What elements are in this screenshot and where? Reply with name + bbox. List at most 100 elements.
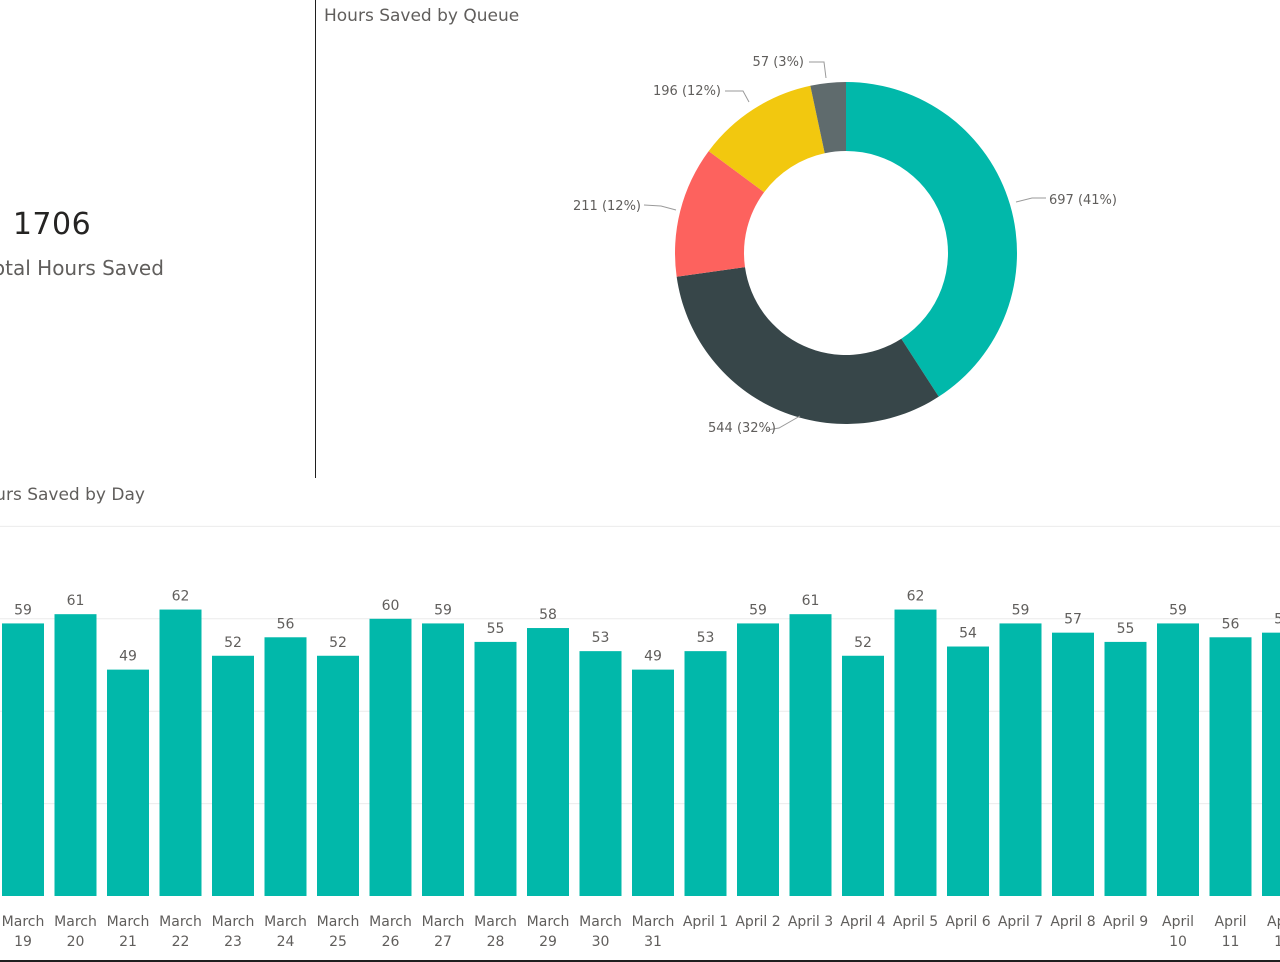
x-tick-label: March xyxy=(107,914,150,930)
x-tick-label: 26 xyxy=(382,934,400,950)
donut-data-label: 57 (3%) xyxy=(753,55,804,70)
bar-data-label: 61 xyxy=(802,593,820,609)
donut-slice[interactable] xyxy=(810,82,846,154)
bar-data-label: 61 xyxy=(67,593,85,609)
x-tick-label: April xyxy=(1162,914,1194,930)
x-tick-label: April 5 xyxy=(893,914,938,930)
bar[interactable] xyxy=(842,655,884,896)
bar-data-label: 53 xyxy=(592,630,610,646)
donut-slice[interactable] xyxy=(846,82,1017,397)
x-tick-label: 24 xyxy=(277,934,295,950)
bar-data-label: 59 xyxy=(434,602,452,618)
x-tick-label: 12 xyxy=(1274,934,1280,950)
bar-chart-title: Hours Saved by Day xyxy=(0,485,145,505)
bar[interactable] xyxy=(1104,641,1147,896)
x-tick-label: March xyxy=(579,914,622,930)
bar[interactable] xyxy=(632,669,674,896)
bar-data-label: 55 xyxy=(1117,621,1135,637)
bar-data-label: 57 xyxy=(1274,612,1280,628)
bar-data-label: 62 xyxy=(907,589,925,605)
bar-data-label: 53 xyxy=(697,630,715,646)
x-tick-label: April 1 xyxy=(683,914,728,930)
bar-data-label: 56 xyxy=(1222,616,1240,632)
x-tick-label: April 8 xyxy=(1050,914,1095,930)
x-tick-label: March xyxy=(317,914,360,930)
x-tick-label: 11 xyxy=(1222,934,1240,950)
bar[interactable] xyxy=(1262,632,1280,896)
bar[interactable] xyxy=(1209,637,1252,896)
x-tick-label: 19 xyxy=(14,934,32,950)
donut-data-label: 196 (12%) xyxy=(653,84,721,99)
bar[interactable] xyxy=(474,641,517,896)
bar[interactable] xyxy=(947,646,989,896)
x-tick-label: 22 xyxy=(172,934,190,950)
x-tick-label: April 9 xyxy=(1103,914,1148,930)
bar-data-label: 57 xyxy=(1064,612,1082,628)
bar[interactable] xyxy=(1157,623,1199,896)
bar-data-label: 59 xyxy=(1169,602,1187,618)
x-tick-label: March xyxy=(2,914,45,930)
bar-data-label: 52 xyxy=(854,635,872,651)
donut-leader-line xyxy=(725,90,750,103)
bar-data-label: 55 xyxy=(487,621,505,637)
bar[interactable] xyxy=(54,614,97,896)
bar-data-label: 62 xyxy=(172,589,190,605)
x-tick-label: 25 xyxy=(329,934,347,950)
donut-data-label: 697 (41%) xyxy=(1049,193,1117,208)
x-tick-label: 31 xyxy=(644,934,662,950)
bar[interactable] xyxy=(159,609,202,896)
kpi-label: Total Hours Saved xyxy=(0,256,164,280)
bar[interactable] xyxy=(527,628,569,896)
bar-chart-visual[interactable]: 60March1859March1961March2049March2162Ma… xyxy=(0,478,1280,962)
x-tick-label: 28 xyxy=(487,934,505,950)
bar[interactable] xyxy=(264,637,307,896)
bar-chart: 60March1859March1961March2049March2162Ma… xyxy=(0,525,1280,950)
donut-slice[interactable] xyxy=(675,151,765,277)
bar-data-label: 49 xyxy=(119,649,137,665)
donut-slice[interactable] xyxy=(708,85,825,193)
x-tick-label: March xyxy=(159,914,202,930)
donut-data-label: 544 (32%) xyxy=(708,421,776,436)
bar[interactable] xyxy=(579,651,622,896)
bar[interactable] xyxy=(317,655,359,896)
x-tick-label: April 2 xyxy=(735,914,780,930)
x-tick-label: March xyxy=(474,914,517,930)
bar-data-label: 54 xyxy=(959,626,977,642)
bar[interactable] xyxy=(894,609,937,896)
bar-data-label: 58 xyxy=(539,607,557,623)
bar[interactable] xyxy=(107,669,149,896)
x-tick-label: 10 xyxy=(1169,934,1187,950)
donut-chart-title: Hours Saved by Queue xyxy=(324,6,520,26)
bar[interactable] xyxy=(2,623,44,896)
bar-data-label: 52 xyxy=(329,635,347,651)
bar[interactable] xyxy=(684,651,727,896)
bar[interactable] xyxy=(369,618,412,896)
donut-chart-visual[interactable]: Hours Saved by Queue 697 (41%) 544 (32%) 2… xyxy=(316,0,1280,480)
x-tick-label: March xyxy=(212,914,255,930)
donut-slice[interactable] xyxy=(676,267,939,424)
x-tick-label: March xyxy=(632,914,675,930)
bar[interactable] xyxy=(422,623,464,896)
kpi-card[interactable]: 1706 Total Hours Saved xyxy=(0,0,317,480)
bar[interactable] xyxy=(789,614,832,896)
x-tick-label: April xyxy=(1267,914,1280,930)
bar[interactable] xyxy=(737,623,779,896)
x-tick-label: 20 xyxy=(67,934,85,950)
x-tick-label: March xyxy=(264,914,307,930)
bar[interactable] xyxy=(1052,632,1094,896)
donut-leader-line xyxy=(1015,197,1046,203)
x-tick-label: March xyxy=(369,914,412,930)
bar-data-label: 59 xyxy=(1012,602,1030,618)
x-tick-label: March xyxy=(527,914,570,930)
bar-data-label: 59 xyxy=(14,602,32,618)
x-tick-label: 27 xyxy=(434,934,452,950)
bar[interactable] xyxy=(212,655,254,896)
bar-data-label: 59 xyxy=(749,602,767,618)
x-tick-label: April 4 xyxy=(840,914,885,930)
bar[interactable] xyxy=(999,623,1042,896)
x-tick-label: April xyxy=(1215,914,1247,930)
x-tick-label: March xyxy=(422,914,465,930)
kpi-value: 1706 xyxy=(12,207,92,242)
donut-chart: 697 (41%) 544 (32%) 211 (12%) 196 (12%) 57 (… xyxy=(573,55,1117,436)
bar-data-label: 60 xyxy=(382,598,400,614)
